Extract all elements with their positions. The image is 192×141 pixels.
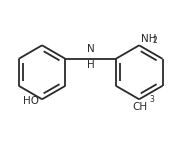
Text: HO: HO	[23, 96, 39, 106]
Text: 3: 3	[149, 95, 154, 104]
Text: H: H	[87, 60, 94, 70]
Text: NH: NH	[141, 34, 156, 44]
Text: N: N	[87, 44, 94, 54]
Text: CH: CH	[133, 102, 148, 112]
Text: 2: 2	[152, 36, 157, 45]
